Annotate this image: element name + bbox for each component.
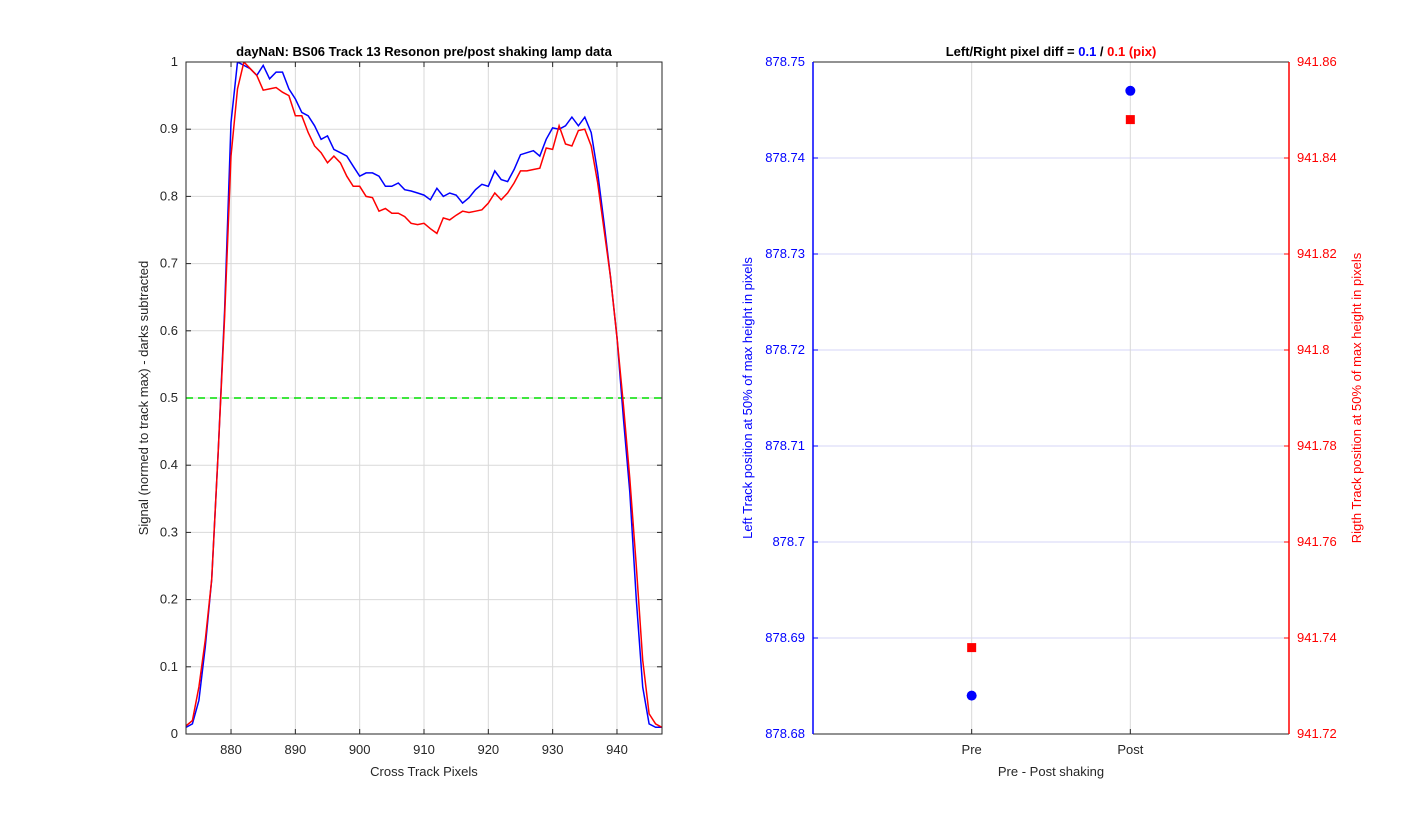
title-part: Left/Right pixel diff =: [946, 44, 1079, 59]
left-position-marker: [966, 690, 977, 701]
left-y-tick-label: 0: [171, 726, 178, 741]
left-y-axis-label: Left Track position at 50% of max height…: [740, 257, 755, 539]
title-part: /: [1096, 44, 1107, 59]
right-axis-tick-label: 941.86: [1297, 54, 1337, 69]
right-axis-tick-label: 941.74: [1297, 630, 1337, 645]
right-plot-area: [813, 62, 1289, 734]
left-x-tick-label: 910: [413, 742, 435, 757]
left-x-tick-label: 940: [606, 742, 628, 757]
left-axis-tick-label: 878.75: [765, 54, 805, 69]
left-axis-tick-label: 878.68: [765, 726, 805, 741]
left-axis-tick-label: 878.74: [765, 150, 805, 165]
right-axis-tick-label: 941.82: [1297, 246, 1337, 261]
right-position-marker: [967, 643, 977, 653]
left-axis-tick-label: 878.69: [765, 630, 805, 645]
title-part: 0.1 (pix): [1107, 44, 1156, 59]
left-y-tick-label: 0.2: [160, 592, 178, 607]
left-axis-tick-label: 878.73: [765, 246, 805, 261]
left-x-tick-label: 880: [220, 742, 242, 757]
left-position-marker: [1125, 85, 1136, 96]
right-axis-tick-label: 941.72: [1297, 726, 1337, 741]
right-chart: 878.68 878.69 878.7 878.71 878.72 878.73 878.7…: [740, 44, 1364, 779]
post-shaking-series-line: [186, 62, 662, 728]
left-y-tick-label: 0.8: [160, 188, 178, 203]
left-y-tick-label: 0.9: [160, 121, 178, 136]
left-y-tick-label: 1: [171, 54, 178, 69]
right-axis-tick-label: 941.84: [1297, 150, 1337, 165]
left-y-axis-label: Signal (normed to track max) - darks sub…: [136, 261, 151, 536]
left-chart-title: dayNaN: BS06 Track 13 Resonon pre/post s…: [236, 44, 612, 59]
left-y-tick-label: 0.1: [160, 659, 178, 674]
right-position-marker: [1125, 115, 1135, 125]
left-y-tick-label: 0.6: [160, 323, 178, 338]
right-x-axis-label: Pre - Post shaking: [998, 764, 1104, 779]
left-chart: 0 0.1 0.2 0.3 0.4 0.5 0.6 0.7 0.8 0.9 1 880 890 900 91…: [136, 44, 663, 779]
left-axis-tick-label: 878.7: [772, 534, 805, 549]
left-y-tick-label: 0.4: [160, 457, 178, 472]
left-axis-tick-label: 878.72: [765, 342, 805, 357]
pre-shaking-series-line: [186, 62, 662, 729]
left-x-tick-label: 900: [349, 742, 371, 757]
left-y-tick-label: 0.7: [160, 256, 178, 271]
right-y-axis-label: Rigth Track position at 50% of max heigh…: [1349, 252, 1364, 543]
left-x-tick-label: 930: [542, 742, 564, 757]
left-y-tick-label: 0.5: [160, 390, 178, 405]
category-tick-label: Pre: [962, 742, 982, 757]
left-axis-tick-label: 878.71: [765, 438, 805, 453]
left-axes-box: [185, 61, 663, 735]
category-tick-label: Post: [1117, 742, 1143, 757]
right-chart-title: Left/Right pixel diff = 0.1 / 0.1 (pix): [946, 44, 1157, 59]
left-y-tick-label: 0.3: [160, 524, 178, 539]
left-x-axis-label: Cross Track Pixels: [370, 764, 478, 779]
right-axis-tick-label: 941.76: [1297, 534, 1337, 549]
left-x-tick-label: 890: [284, 742, 306, 757]
right-axis-tick-label: 941.8: [1297, 342, 1330, 357]
title-part: 0.1: [1078, 44, 1096, 59]
right-axis-tick-label: 941.78: [1297, 438, 1337, 453]
left-x-tick-label: 920: [477, 742, 499, 757]
